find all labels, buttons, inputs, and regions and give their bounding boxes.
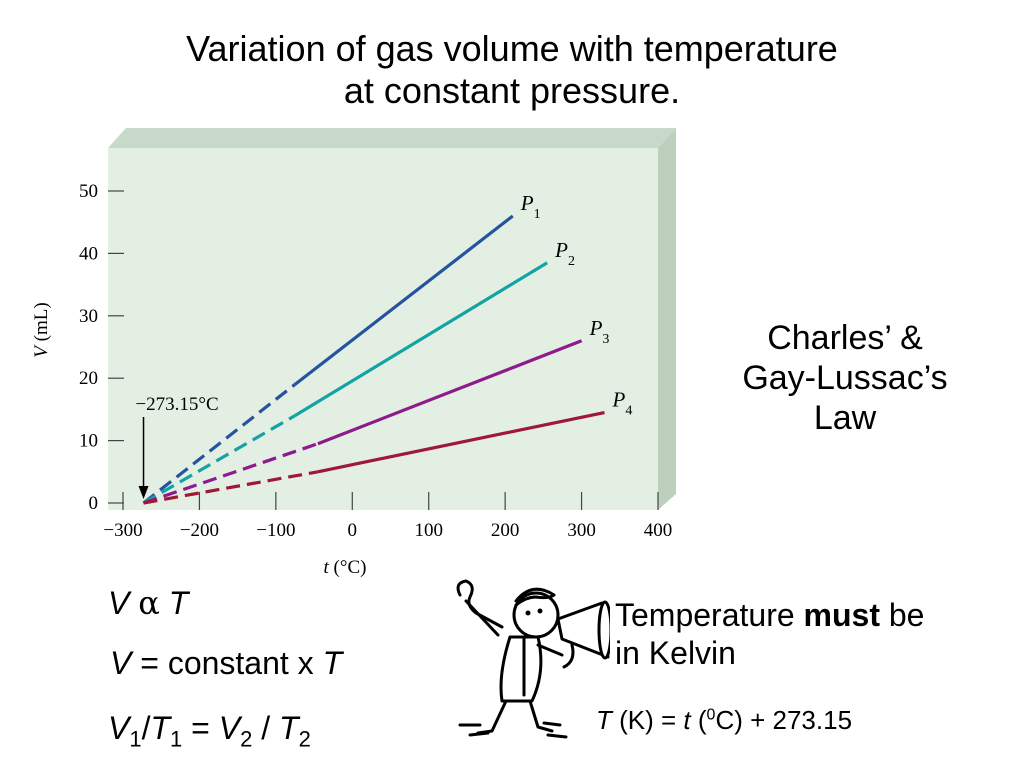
- absolute-zero-arrowhead: [138, 486, 149, 499]
- y-tick-label: 10: [79, 431, 98, 452]
- kelvin-note-line-2: in Kelvin: [615, 635, 736, 671]
- eq3-slash1: /: [141, 710, 151, 746]
- eq1-v: V: [108, 585, 130, 621]
- law-name: Charles’ & Gay-Lussac’s Law: [720, 318, 970, 438]
- x-tick-label: 200: [491, 520, 520, 541]
- series-line: [293, 214, 514, 386]
- megaphone-man-icon: [456, 579, 610, 739]
- eq3-sub2: 1: [170, 726, 183, 752]
- note-post: be: [879, 597, 925, 633]
- y-tick-label: 50: [79, 181, 98, 202]
- series-line-extrapolated: [143, 442, 319, 505]
- eq3-sub4: 2: [298, 726, 311, 752]
- y-tick-label: 30: [79, 306, 98, 327]
- kelvin-note: Temperature must be in Kelvin: [615, 596, 924, 672]
- y-tick-label: 20: [79, 368, 98, 389]
- eq2-t: T: [322, 645, 343, 681]
- x-tick-label: −100: [256, 520, 295, 541]
- eq1-t: T: [168, 585, 189, 621]
- eq3-t1: T: [150, 710, 171, 746]
- eq3-equals: =: [182, 710, 219, 746]
- kelvin-rest: C) + 273.15: [715, 705, 853, 735]
- eq3-v1: V: [108, 710, 130, 746]
- slide-title: Variation of gas volume with temperature…: [0, 28, 1024, 112]
- y-axis-label: V (mL): [31, 302, 52, 357]
- series-label: P2: [554, 238, 575, 269]
- x-axis-label: t (°C): [324, 557, 367, 578]
- law-name-line-3: Law: [813, 399, 877, 437]
- plot-area: [108, 148, 658, 510]
- title-line-1: Variation of gas volume with temperature: [186, 28, 838, 69]
- series-label: P3: [589, 316, 610, 347]
- x-tick-label: 400: [644, 520, 673, 541]
- eq1-alpha: α: [138, 584, 160, 622]
- x-tick-label: 0: [348, 520, 358, 541]
- title-line-2: at constant pressure.: [343, 70, 681, 111]
- plot-panel-top: [108, 128, 676, 148]
- note-pre: Temperature: [615, 597, 804, 633]
- kelvin-t: t: [683, 705, 691, 735]
- eq3-sub3: 2: [240, 726, 253, 752]
- y-tick-label: 40: [79, 243, 98, 264]
- kelvin-k: (K) =: [611, 705, 684, 735]
- ratio-equation: V1/T1 = V2 / T2: [108, 710, 311, 757]
- note-bold: must: [803, 597, 880, 633]
- eq2-v: V: [110, 645, 132, 681]
- x-tick-label: −200: [180, 520, 219, 541]
- series-line-extrapolated: [142, 414, 296, 505]
- series-line-extrapolated: [143, 470, 319, 505]
- y-tick-label: 0: [89, 493, 99, 514]
- x-tick-label: 100: [414, 520, 443, 541]
- series-line-extrapolated: [142, 383, 296, 505]
- proportionality-equation: V α T: [108, 585, 188, 621]
- x-tick-label: 300: [567, 520, 596, 541]
- series-label: P1: [520, 191, 541, 222]
- kelvin-T: T: [596, 705, 612, 735]
- eq3-t2: T: [279, 710, 299, 746]
- series-line: [317, 339, 583, 446]
- kelvin-sup: 0: [706, 706, 716, 724]
- series-line: [317, 410, 605, 474]
- kelvin-note-line-1: Temperature must be: [615, 596, 924, 634]
- series-label: P4: [612, 388, 633, 419]
- constant-equation: V = constant x T: [110, 645, 342, 681]
- kelvin-open: (: [690, 705, 707, 735]
- eq3-v2: V: [218, 710, 241, 746]
- law-name-line-2: Gay-Lussac’s: [742, 359, 948, 397]
- series-line: [294, 261, 549, 418]
- eq2-text: = constant x: [131, 645, 323, 681]
- plot-panel-side: [658, 128, 676, 510]
- kelvin-conversion: T (K) = t (0C) + 273.15: [596, 705, 852, 736]
- eq3-sub1: 1: [129, 726, 142, 752]
- x-tick-label: −300: [103, 520, 142, 541]
- absolute-zero-label: −273.15°C: [135, 394, 218, 415]
- eq3-slash2: /: [252, 710, 280, 746]
- law-name-line-1: Charles’ &: [767, 319, 923, 357]
